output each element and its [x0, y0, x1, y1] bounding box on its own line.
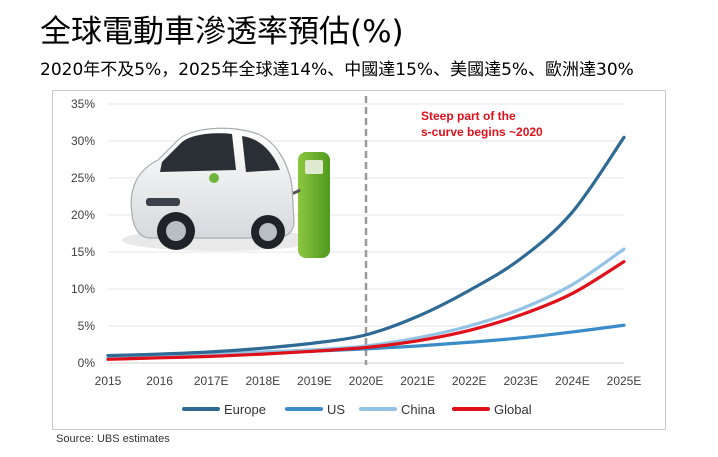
- y-tick-label: 35%: [71, 97, 95, 111]
- annotation-text: s-curve begins ~2020: [421, 125, 543, 139]
- series-lines: [106, 135, 626, 361]
- y-tick-label: 20%: [71, 208, 95, 222]
- x-tick-label: 2024E: [555, 374, 590, 388]
- legend-label: China: [401, 402, 436, 417]
- x-tick-label: 2017E: [194, 374, 229, 388]
- legend-item-global: Global: [452, 402, 532, 417]
- legend-label: US: [327, 402, 345, 417]
- source-note: Source: UBS estimates: [56, 433, 170, 445]
- legend-label: Europe: [224, 402, 266, 417]
- series-line-europe: [106, 135, 626, 358]
- electric-car-charging-icon: [122, 127, 330, 258]
- x-tick-label: 2016: [146, 374, 173, 388]
- page-title: 全球電動車滲透率預估(%): [40, 14, 404, 50]
- x-tick-label: 2021E: [400, 374, 435, 388]
- y-tick-label: 10%: [71, 282, 95, 296]
- legend-item-us: US: [285, 402, 345, 417]
- x-tick-label: 2022E: [452, 374, 487, 388]
- series-line-global: [106, 260, 626, 361]
- y-tick-label: 15%: [71, 245, 95, 259]
- y-tick-label: 30%: [71, 134, 95, 148]
- x-tick-label: 2020E: [349, 374, 384, 388]
- annotation-text: Steep part of the: [421, 109, 516, 123]
- legend-item-china: China: [359, 402, 436, 417]
- legend: Europe US China Global: [182, 402, 532, 417]
- y-tick-label: 0%: [78, 356, 96, 370]
- x-tick-label: 2019E: [297, 374, 332, 388]
- legend-item-europe: Europe: [182, 402, 266, 417]
- chart-frame: [52, 90, 666, 430]
- legend-label: Global: [494, 402, 532, 417]
- y-tick-label: 25%: [71, 171, 95, 185]
- x-tick-label: 2025E: [607, 374, 642, 388]
- y-axis-ticks: 0% 5% 10% 15% 20% 25% 30% 35%: [71, 97, 95, 370]
- x-axis-ticks: 2015 2016 2017E 2018E 2019E 2020E 2021E 2022E 20…: [95, 374, 642, 388]
- x-tick-label: 2023E: [503, 374, 538, 388]
- y-tick-label: 5%: [78, 319, 96, 333]
- annotation: Steep part of the s-curve begins ~2020: [421, 109, 543, 139]
- x-tick-label: 2015: [95, 374, 122, 388]
- page-subtitle: 2020年不及5%，2025年全球達14%、中國達15%、美國達5%、歐洲達30…: [40, 60, 634, 80]
- x-tick-label: 2018E: [245, 374, 280, 388]
